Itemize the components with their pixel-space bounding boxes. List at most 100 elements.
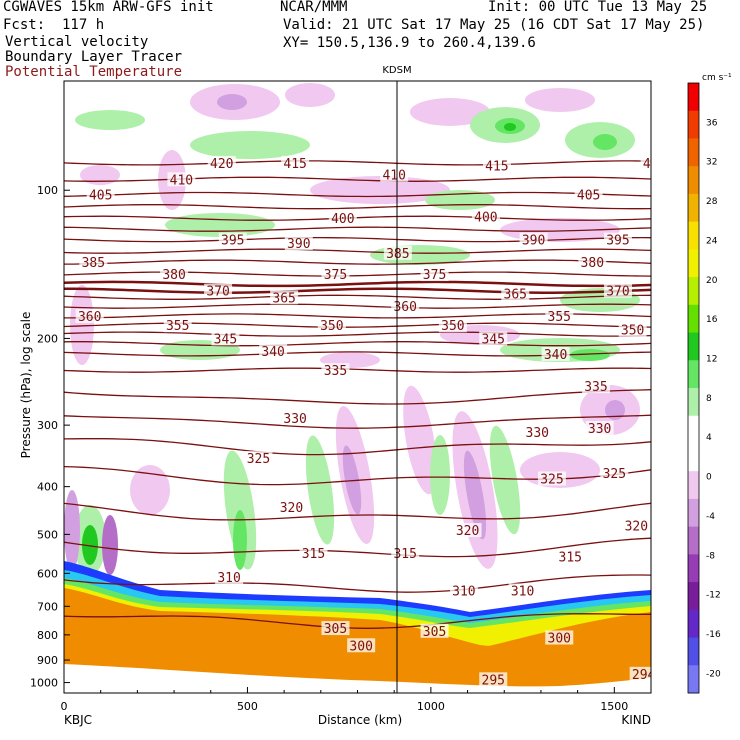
- theta-label-bg: [519, 232, 548, 247]
- colorbar-swatch: [688, 415, 699, 444]
- theta-label-bg: [600, 465, 629, 480]
- theta-label-bg: [218, 232, 247, 247]
- theta-label: 355: [166, 319, 189, 334]
- y-tick-label: 400: [37, 481, 58, 494]
- theta-label-bg: [281, 155, 310, 170]
- x-tick-label: 1000: [417, 700, 445, 713]
- theta-label: 345: [482, 332, 505, 347]
- velocity-blob: [489, 425, 521, 535]
- theta-label-bg: [449, 583, 478, 598]
- theta-label: 310: [217, 571, 240, 586]
- theta-label: 330: [526, 426, 549, 441]
- right-station-label: KIND: [621, 713, 651, 727]
- colorbar-tick-label: -20: [706, 669, 721, 679]
- isentrope: [64, 574, 651, 593]
- isentrope: [64, 191, 651, 198]
- theta-label: 320: [456, 524, 479, 539]
- theta-label: 300: [548, 632, 571, 647]
- velocity-blob: [605, 400, 625, 420]
- colorbar-swatch: [688, 471, 699, 500]
- theta-label-bg: [603, 283, 632, 298]
- theta-label-bg: [603, 232, 632, 247]
- theta-label: 400: [331, 212, 354, 227]
- isentrope: [64, 287, 651, 294]
- colorbar-swatch: [688, 83, 699, 112]
- theta-label-bg: [541, 346, 570, 361]
- velocity-blob: [82, 525, 98, 565]
- field-vertical-velocity: Vertical velocity: [5, 34, 149, 50]
- theta-label: 375: [324, 268, 347, 283]
- theta-label: 330: [283, 412, 306, 427]
- theta-label: 405: [577, 188, 600, 203]
- colorbar-tick-label: 20: [706, 276, 718, 286]
- axes: 0 500 1000 1500 100 200 300 400 500 600 700 800 900 1…: [30, 184, 628, 713]
- theta-label-bg: [160, 267, 189, 282]
- theta-label-bg: [523, 425, 552, 440]
- isentrope: [64, 322, 651, 328]
- theta-label-bg: [471, 209, 500, 224]
- y-tick-label: 200: [37, 332, 58, 345]
- isentrope: [64, 414, 651, 429]
- boundary-layer-core-east: [470, 612, 651, 693]
- theta-label: 350: [621, 324, 644, 339]
- theta-label: 360: [393, 300, 416, 315]
- theta-label: 410: [170, 173, 193, 188]
- theta-label: 320: [625, 520, 648, 535]
- cross-section-endpoints: XY= 150.5,136.9 to 260.4,139.6: [283, 35, 536, 51]
- colorbar-tick-label: 32: [706, 158, 717, 168]
- y-tick-label: 500: [37, 528, 58, 541]
- theta-label: 315: [559, 551, 582, 566]
- y-axis-label: Pressure (hPa), log scale: [19, 312, 33, 459]
- colorbar-tick-label: 0: [706, 473, 712, 483]
- colorbar-tick-label: 8: [706, 394, 712, 404]
- theta-label-bg: [501, 286, 530, 301]
- y-tick-label: 600: [37, 567, 58, 580]
- theta-label-bg: [328, 211, 357, 226]
- theta-label-bg: [204, 283, 233, 298]
- colorbar-units: cm s⁻¹: [702, 73, 732, 83]
- theta-label-bg: [383, 245, 412, 260]
- forecast-hour: Fcst: 117 h: [3, 17, 105, 33]
- theta-label: 375: [423, 268, 446, 283]
- theta-label: 365: [504, 287, 527, 302]
- theta-label-bg: [321, 621, 350, 636]
- y-tick-label: 300: [37, 419, 58, 432]
- theta-label: 415: [283, 157, 306, 172]
- isentrope: [64, 389, 651, 405]
- theta-label-bg: [545, 308, 574, 323]
- x-tick-label: 500: [237, 700, 258, 713]
- theta-label-bg: [508, 583, 537, 598]
- valid-time: Valid: 21 UTC Sat 17 May 25 (16 CDT Sat …: [283, 17, 705, 33]
- theta-label-bg: [537, 471, 566, 486]
- theta-label: 300: [349, 639, 372, 654]
- theta-label-bg: [618, 322, 647, 337]
- isentrope: [64, 438, 651, 456]
- velocity-blob: [593, 134, 617, 150]
- theta-label: 420: [643, 157, 666, 172]
- isentrope: [64, 259, 651, 265]
- y-tick-label: 900: [37, 654, 58, 667]
- x-axis-label: Distance (km): [318, 713, 402, 727]
- theta-label-bg: [438, 318, 467, 333]
- velocity-blob: [233, 510, 247, 570]
- theta-label-bg: [578, 255, 607, 270]
- theta-label-bg: [640, 155, 651, 170]
- theta-label: 315: [302, 547, 325, 562]
- theta-label-bg: [259, 343, 288, 358]
- theta-label-bg: [347, 638, 376, 653]
- theta-label-bg: [284, 236, 313, 251]
- theta-label: 380: [581, 256, 604, 271]
- theta-label: 340: [544, 348, 567, 363]
- theta-label-bg: [317, 318, 346, 333]
- field-potential-temperature: Potential Temperature: [5, 64, 183, 80]
- colorbar: 36 32 28 24 20 16 12 8 4 0 -4 -8 -12 -16 -20: [687, 82, 721, 694]
- isentrope: [64, 502, 651, 521]
- theta-label-bg: [479, 672, 508, 687]
- velocity-blob: [217, 94, 247, 110]
- isentrope: [64, 613, 651, 629]
- theta-label: 335: [584, 380, 607, 395]
- velocity-blob: [80, 165, 120, 185]
- theta-label: 390: [287, 237, 310, 252]
- isentrope: [64, 331, 651, 337]
